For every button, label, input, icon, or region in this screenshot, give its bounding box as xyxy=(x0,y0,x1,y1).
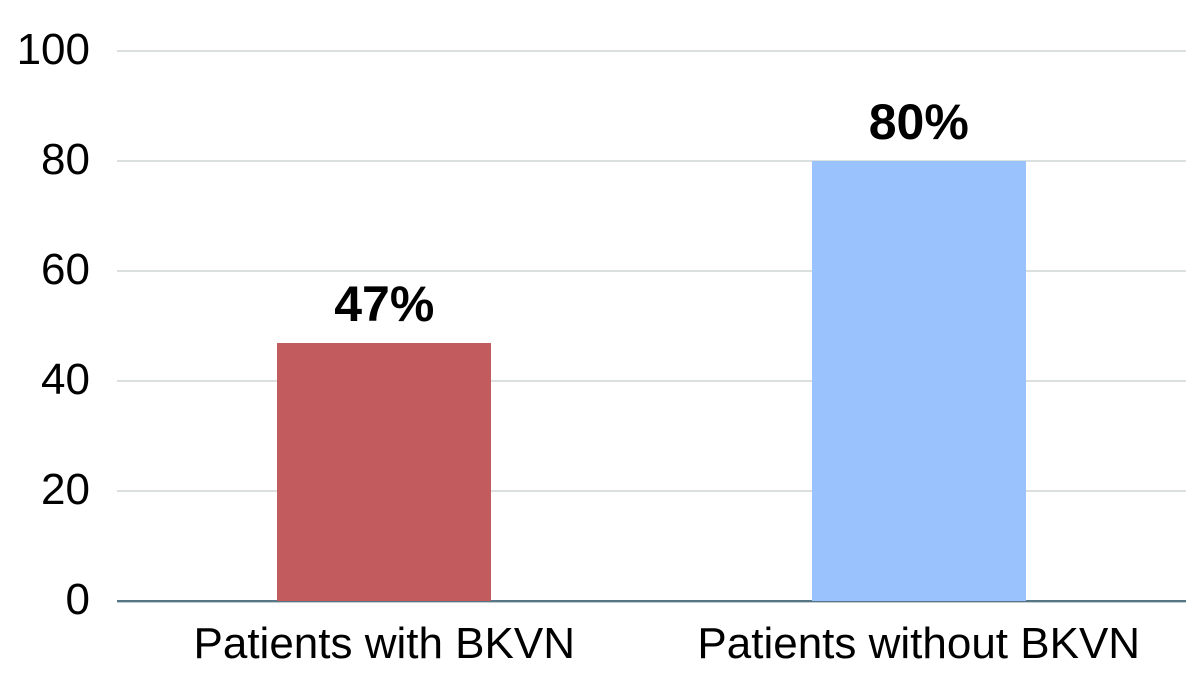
y-tick-label-60: 60 xyxy=(41,245,90,294)
bar-patients-with-bkvn xyxy=(277,342,492,601)
x-axis-line xyxy=(117,600,1186,603)
gridline-y-40 xyxy=(117,380,1186,382)
gridline-y-20 xyxy=(117,490,1186,492)
category-label-patients-with-bkvn: Patients with BKVN xyxy=(193,619,576,668)
gridline-y-100 xyxy=(117,50,1186,52)
y-tick-label-100: 100 xyxy=(16,25,90,74)
gridline-y-80 xyxy=(117,160,1186,162)
gridline-y-60 xyxy=(117,270,1186,272)
y-tick-label-0: 0 xyxy=(65,575,90,624)
y-tick-label-20: 20 xyxy=(41,465,90,514)
value-label-patients-without-bkvn: 80% xyxy=(868,94,969,150)
plot-area: 47% 80% xyxy=(117,50,1186,603)
y-tick-label-80: 80 xyxy=(41,135,90,184)
category-label-patients-without-bkvn: Patients without BKVN xyxy=(697,619,1141,668)
value-label-patients-with-bkvn: 47% xyxy=(334,275,435,332)
bar-patients-without-bkvn xyxy=(811,161,1026,601)
y-tick-label-40: 40 xyxy=(41,355,90,404)
